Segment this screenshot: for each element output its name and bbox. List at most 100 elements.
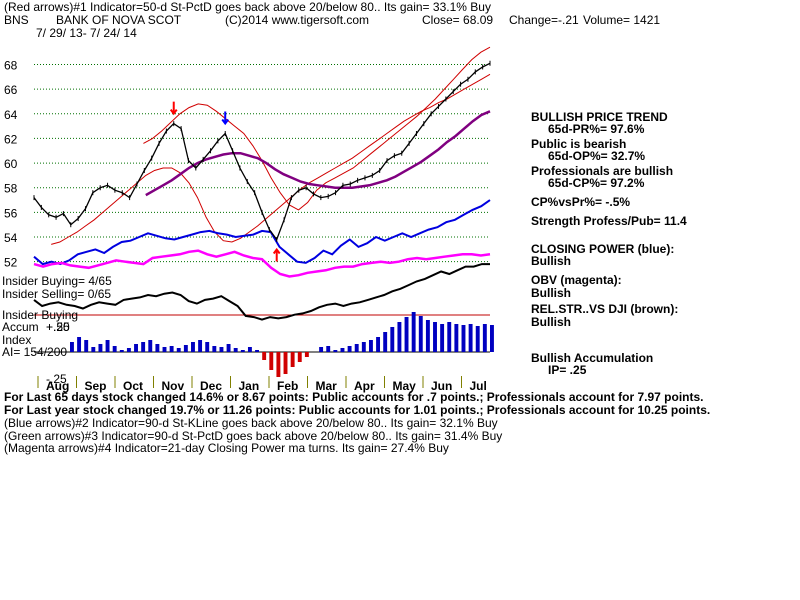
accum-bar xyxy=(411,312,416,352)
insider-selling-label: Insider Selling= 0/65 xyxy=(2,287,112,301)
accum-bar xyxy=(433,322,437,352)
accum-bar xyxy=(219,347,224,352)
accum-bar xyxy=(176,348,181,352)
accum-bar xyxy=(262,352,267,360)
blue-sell-arrow xyxy=(221,111,230,126)
insider-buying-label-2: Insider Buying xyxy=(2,308,79,322)
accumulation-label: Bullish Accumulation xyxy=(531,351,654,365)
ip-value: IP= .25 xyxy=(548,363,587,377)
closing-power-line xyxy=(33,199,491,266)
insider-buying-label: Insider Buying= 4/65 xyxy=(2,274,112,288)
accum-bar xyxy=(368,340,373,352)
month-label-nov: Nov xyxy=(162,379,185,393)
accum-bar xyxy=(134,344,138,352)
strength-ratio: Strength Profess/Pub= 11.4 xyxy=(531,214,687,228)
accum-bar xyxy=(333,350,338,352)
accum-bar xyxy=(482,324,487,352)
y-tick-68: 68 xyxy=(4,58,18,72)
month-label-feb: Feb xyxy=(277,379,298,393)
series-lines xyxy=(33,46,491,321)
public-status: Public is bearish xyxy=(531,137,627,151)
accum-bar xyxy=(304,352,309,357)
month-label-dec: Dec xyxy=(200,379,222,393)
accum-bar xyxy=(112,346,117,352)
accum-bar xyxy=(361,342,366,352)
cp-vs-pr: CP%vsPr%= -.5% xyxy=(531,195,631,209)
accum-bar xyxy=(404,317,409,352)
upper-band-line xyxy=(143,46,491,211)
cp-value: 65d-CP%= 97.2% xyxy=(548,176,645,190)
month-label-may: May xyxy=(393,379,417,393)
copyright-text: (C)2014 www.tigersoft.com xyxy=(225,13,370,27)
accum-label: Accum xyxy=(2,320,39,334)
accum-bar xyxy=(490,325,494,352)
accum-bar xyxy=(390,327,395,352)
red-buy-arrow xyxy=(272,247,281,262)
company-name: BANK OF NOVA SCOT xyxy=(56,13,182,27)
accum-bar xyxy=(447,322,452,352)
footer-year: For Last year stock changed 19.7% or 11.… xyxy=(4,403,711,417)
relative-strength-line xyxy=(33,263,490,321)
pros-status: Professionals are bullish xyxy=(531,164,674,178)
relstr-status: Bullish xyxy=(531,315,572,329)
y-tick-60: 60 xyxy=(4,157,18,171)
closing-power-label: CLOSING POWER (blue): xyxy=(531,242,675,256)
relstr-label: REL.STR..VS DJI (brown): xyxy=(531,302,679,316)
footer-blue-arrows: (Blue arrows)#2 Indicator=90-d St-KLine … xyxy=(4,416,498,430)
ticker-symbol: BNS xyxy=(4,13,29,27)
accum-bar xyxy=(84,340,89,352)
indicator-1-header: (Red arrows)#1 Indicator=50-d St-PctD go… xyxy=(4,0,491,14)
close-value: Close= 68.09 xyxy=(422,13,494,27)
accum-bar xyxy=(376,337,381,352)
y-tick-52: 52 xyxy=(4,256,18,270)
signal-arrows xyxy=(169,101,281,262)
accum-bar xyxy=(425,320,430,352)
accum-bar xyxy=(468,324,473,352)
accum-bar xyxy=(162,347,167,352)
accum-bar xyxy=(148,340,153,352)
month-label-jul: Jul xyxy=(470,379,487,393)
accum-bar xyxy=(319,347,324,352)
volume-value: Volume= 1421 xyxy=(583,13,661,27)
accum-bar xyxy=(105,340,110,352)
accum-bar xyxy=(475,326,480,352)
accum-bar xyxy=(418,316,423,352)
accum-bar xyxy=(283,352,288,374)
accum-bar xyxy=(326,346,331,352)
accum-bar xyxy=(240,350,245,352)
accum-bar xyxy=(383,332,388,352)
op-value: 65d-OP%= 32.7% xyxy=(548,149,646,163)
x-month-labels: Aug Sep Oct Nov Dec Jan Feb Mar Apr May Jun Jul xyxy=(37,376,487,393)
accum-bar xyxy=(119,350,124,352)
accum-bar xyxy=(155,344,160,352)
accum-bar xyxy=(297,352,302,362)
month-label-jun: Jun xyxy=(431,379,452,393)
accum-bar xyxy=(440,324,445,352)
indicator-panel xyxy=(34,312,494,377)
trend-title: BULLISH PRICE TREND xyxy=(531,110,668,124)
accum-bar xyxy=(77,337,82,352)
accum-bar xyxy=(290,352,295,367)
accum-bar xyxy=(70,342,74,352)
accum-bar xyxy=(354,344,359,352)
footer-magenta-arrows: (Magenta arrows)#4 Indicator=21-day Clos… xyxy=(4,441,449,455)
accum-bar xyxy=(454,324,459,352)
date-range: 7/ 29/ 13- 7/ 24/ 14 xyxy=(36,26,137,40)
y-tick-66: 66 xyxy=(4,83,18,97)
accum-bar xyxy=(191,342,195,352)
month-label-apr: Apr xyxy=(354,379,375,393)
month-label-mar: Mar xyxy=(316,379,338,393)
accum-bar xyxy=(183,345,188,352)
accum-bar xyxy=(91,347,96,352)
accum-bar xyxy=(205,342,210,352)
closing-power-status: Bullish xyxy=(531,254,572,268)
footer-65-day: For Last 65 days stock changed 14.6% or … xyxy=(4,390,704,404)
ai-label: AI= 154/200 xyxy=(2,345,68,359)
accum-plus50-label: +.50 xyxy=(46,320,70,334)
obv-line xyxy=(33,249,491,278)
month-label-sep: Sep xyxy=(85,379,107,393)
accum-bar xyxy=(276,352,281,377)
accum-bar xyxy=(226,344,231,352)
obv-status: Bullish xyxy=(531,286,572,300)
